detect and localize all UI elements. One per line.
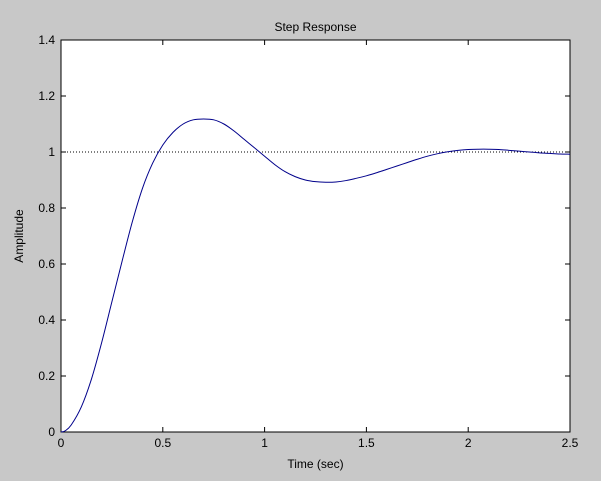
chart-title: Step Response	[274, 20, 356, 34]
y-tick-label: 0.4	[38, 313, 55, 327]
y-tick-label: 1.4	[38, 33, 55, 47]
x-tick-label: 0	[58, 436, 65, 450]
y-axis-label: Amplitude	[12, 209, 26, 263]
x-axis-label: Time (sec)	[287, 457, 343, 471]
x-tick-label: 1	[261, 436, 268, 450]
y-tick-label: 0	[48, 425, 55, 439]
x-tick-label: 0.5	[154, 436, 171, 450]
y-tick-label: 0.8	[38, 201, 55, 215]
y-tick-label: 1	[48, 145, 55, 159]
y-tick-label: 0.2	[38, 369, 55, 383]
x-tick-label: 1.5	[358, 436, 375, 450]
x-tick-label: 2	[465, 436, 472, 450]
y-tick-label: 0.6	[38, 257, 55, 271]
series-line	[60, 118, 571, 433]
plot-area	[60, 39, 571, 433]
y-tick-label: 1.2	[38, 89, 55, 103]
axis-tick-labels: 0 0.5 1 1.5 2 2.5 0 0.2 0.4 0.6 0.8 1 1.2 1.4	[38, 33, 578, 450]
x-tick-label: 2.5	[562, 436, 579, 450]
